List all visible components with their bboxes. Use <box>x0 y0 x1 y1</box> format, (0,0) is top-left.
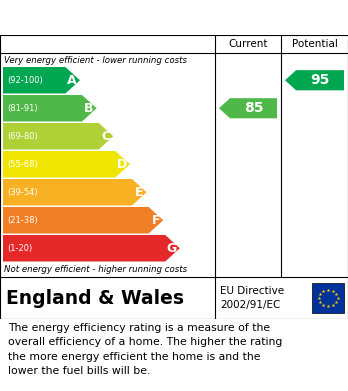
Bar <box>312 283 344 313</box>
Text: D: D <box>117 158 127 171</box>
Text: (39-54): (39-54) <box>7 188 38 197</box>
Text: Energy Efficiency Rating: Energy Efficiency Rating <box>9 10 230 25</box>
Text: E: E <box>135 186 143 199</box>
Text: C: C <box>101 130 110 143</box>
Polygon shape <box>3 179 147 206</box>
Text: B: B <box>84 102 94 115</box>
Text: 95: 95 <box>310 73 330 87</box>
Text: The energy efficiency rating is a measure of the
overall efficiency of a home. T: The energy efficiency rating is a measur… <box>8 323 282 376</box>
Polygon shape <box>219 98 277 118</box>
Text: G: G <box>167 242 177 255</box>
Text: F: F <box>152 214 160 227</box>
Polygon shape <box>3 123 113 149</box>
Text: (55-68): (55-68) <box>7 160 38 169</box>
Text: Current: Current <box>228 39 268 49</box>
Text: EU Directive
2002/91/EC: EU Directive 2002/91/EC <box>220 286 284 310</box>
Polygon shape <box>3 95 97 122</box>
Text: England & Wales: England & Wales <box>6 289 184 307</box>
Text: Very energy efficient - lower running costs: Very energy efficient - lower running co… <box>4 56 187 65</box>
Text: (69-80): (69-80) <box>7 132 38 141</box>
Text: (92-100): (92-100) <box>7 76 43 85</box>
Text: Not energy efficient - higher running costs: Not energy efficient - higher running co… <box>4 265 187 274</box>
Text: 85: 85 <box>244 101 263 115</box>
Text: (1-20): (1-20) <box>7 244 32 253</box>
Text: A: A <box>68 74 77 87</box>
Polygon shape <box>285 70 344 90</box>
Text: (21-38): (21-38) <box>7 216 38 225</box>
Text: (81-91): (81-91) <box>7 104 38 113</box>
Polygon shape <box>3 235 180 262</box>
Text: Potential: Potential <box>292 39 338 49</box>
Polygon shape <box>3 207 163 233</box>
Polygon shape <box>3 151 130 178</box>
Polygon shape <box>3 67 80 93</box>
